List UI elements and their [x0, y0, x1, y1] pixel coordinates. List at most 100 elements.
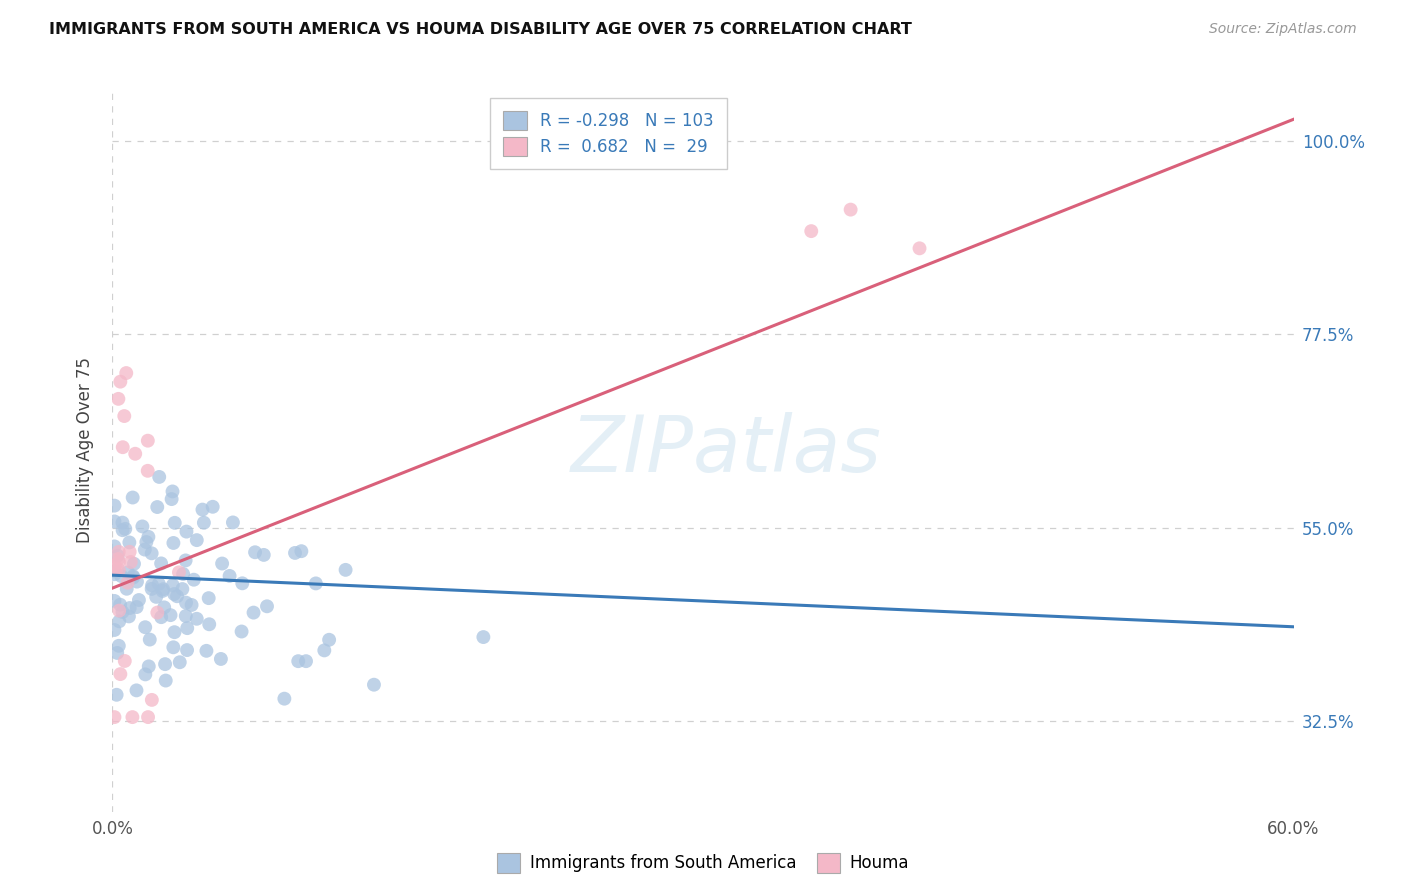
Point — [108, 555, 131, 569]
Point — [141, 693, 163, 707]
Point — [121, 710, 143, 724]
Point — [472, 630, 495, 644]
Point — [314, 643, 336, 657]
Text: Source: ZipAtlas.com: Source: ZipAtlas.com — [1209, 22, 1357, 37]
Point — [145, 590, 167, 604]
Point — [103, 558, 125, 572]
Point — [131, 519, 153, 533]
Point — [120, 555, 142, 569]
Point — [112, 409, 135, 423]
Point — [201, 500, 224, 514]
Point — [146, 606, 169, 620]
Point — [150, 610, 173, 624]
Point — [162, 578, 184, 592]
Point — [193, 516, 215, 530]
Point — [128, 593, 150, 607]
Point — [231, 624, 253, 639]
Point — [115, 582, 138, 596]
Point — [172, 566, 194, 581]
Point — [839, 202, 862, 217]
Point — [290, 544, 312, 558]
Point — [152, 582, 174, 597]
Point — [176, 621, 198, 635]
Point — [195, 644, 218, 658]
Point — [134, 542, 156, 557]
Point — [141, 546, 163, 560]
Point — [146, 500, 169, 514]
Point — [169, 655, 191, 669]
Point — [108, 614, 131, 628]
Point — [166, 589, 188, 603]
Point — [107, 639, 129, 653]
Point — [197, 591, 219, 606]
Point — [153, 657, 176, 672]
Point — [167, 566, 190, 580]
Point — [111, 523, 134, 537]
Point — [122, 569, 145, 583]
Point — [139, 632, 162, 647]
Point — [118, 535, 141, 549]
Point — [103, 565, 125, 579]
Point — [134, 667, 156, 681]
Point — [114, 522, 136, 536]
Point — [191, 502, 214, 516]
Point — [162, 640, 184, 655]
Point — [211, 557, 233, 571]
Point — [218, 569, 240, 583]
Point — [136, 464, 159, 478]
Point — [174, 596, 197, 610]
Point — [295, 654, 318, 668]
Point — [363, 678, 385, 692]
Point — [162, 536, 184, 550]
Point — [117, 575, 139, 590]
Point — [180, 598, 202, 612]
Point — [256, 599, 278, 614]
Y-axis label: Disability Age Over 75: Disability Age Over 75 — [76, 358, 94, 543]
Point — [103, 540, 125, 554]
Point — [111, 516, 134, 530]
Point — [305, 576, 328, 591]
Point — [124, 447, 146, 461]
Point — [103, 567, 125, 582]
Point — [160, 492, 183, 507]
Point — [174, 609, 197, 624]
Point — [121, 491, 143, 505]
Point — [134, 620, 156, 634]
Point — [110, 569, 132, 583]
Point — [243, 545, 266, 559]
Point — [222, 516, 245, 530]
Point — [107, 552, 129, 566]
Point — [138, 659, 160, 673]
Point — [108, 598, 131, 612]
Point — [318, 632, 340, 647]
Point — [111, 605, 134, 619]
Point — [335, 563, 357, 577]
Point — [117, 566, 139, 580]
Point — [110, 375, 132, 389]
Point — [209, 652, 232, 666]
Point — [107, 549, 129, 563]
Point — [114, 654, 136, 668]
Point — [105, 563, 128, 577]
Point — [103, 710, 125, 724]
Point — [107, 545, 129, 559]
Point — [152, 584, 174, 599]
Point — [105, 688, 128, 702]
Point — [103, 515, 125, 529]
Legend: Immigrants from South America, Houma: Immigrants from South America, Houma — [491, 847, 915, 880]
Point — [231, 576, 253, 591]
Point — [108, 604, 131, 618]
Point — [150, 557, 173, 571]
Point — [176, 643, 198, 657]
Point — [118, 609, 141, 624]
Point — [105, 646, 128, 660]
Point — [122, 570, 145, 584]
Point — [163, 625, 186, 640]
Point — [111, 440, 134, 454]
Point — [186, 612, 208, 626]
Point — [125, 574, 148, 589]
Point — [242, 606, 264, 620]
Text: IMMIGRANTS FROM SOUTH AMERICA VS HOUMA DISABILITY AGE OVER 75 CORRELATION CHART: IMMIGRANTS FROM SOUTH AMERICA VS HOUMA D… — [49, 22, 912, 37]
Point — [108, 563, 131, 577]
Point — [183, 573, 205, 587]
